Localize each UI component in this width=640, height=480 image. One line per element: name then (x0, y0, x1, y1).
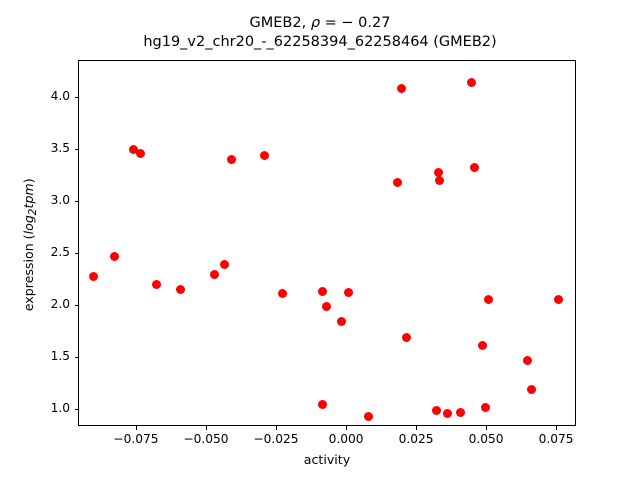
y-tick-label: 4.0 (50, 89, 70, 104)
scatter-point[interactable] (226, 155, 236, 165)
scatter-point[interactable] (219, 260, 229, 270)
y-tick-mark (74, 253, 78, 255)
x-tick-mark (346, 426, 348, 430)
scatter-point[interactable] (526, 385, 536, 395)
scatter-point[interactable] (553, 294, 563, 304)
scatter-point[interactable] (209, 269, 219, 279)
scatter-point[interactable] (129, 144, 139, 154)
x-tick-label: 0.075 (538, 432, 574, 446)
y-tick-mark (74, 305, 78, 307)
x-tick-mark (135, 426, 137, 430)
y-tick-mark (74, 149, 78, 151)
x-tick-mark (416, 426, 418, 430)
y-tick-label: 3.0 (50, 193, 70, 208)
y-tick-label: 3.5 (50, 141, 70, 156)
scatter-point[interactable] (317, 287, 327, 297)
scatter-point[interactable] (455, 407, 465, 417)
scatter-point[interactable] (363, 412, 373, 422)
scatter-point[interactable] (397, 83, 407, 93)
y-tick-label: 2.0 (50, 297, 70, 312)
scatter-point[interactable] (392, 178, 402, 188)
scatter-plot-area[interactable] (79, 61, 575, 425)
x-tick-label: 0.000 (328, 432, 364, 446)
scatter-point[interactable] (89, 271, 99, 281)
title-gene-prefix: GMEB2, (249, 15, 311, 31)
y-tick-label: 1.0 (50, 401, 70, 416)
x-tick-mark (556, 426, 558, 430)
y-tick-label: 2.5 (50, 245, 70, 260)
scatter-point[interactable] (434, 176, 444, 186)
y-tick-mark (74, 357, 78, 359)
chart-title-line-1: GMEB2, ρ = − 0.27 (0, 14, 640, 33)
y-axis-label-log: log (21, 215, 37, 235)
scatter-point[interactable] (432, 405, 442, 415)
scatter-point[interactable] (135, 149, 145, 159)
y-axis-label-suffix: ) (21, 178, 37, 184)
scatter-point[interactable] (343, 288, 353, 298)
x-tick-mark (486, 426, 488, 430)
y-axis-label-subscript: 2 (26, 208, 39, 216)
x-tick-label: 0.050 (468, 432, 504, 446)
x-axis-label: activity (303, 452, 351, 467)
scatter-point[interactable] (259, 151, 269, 161)
title-rho-value: = − 0.27 (320, 15, 391, 31)
scatter-point[interactable] (321, 301, 331, 311)
scatter-point[interactable] (433, 167, 443, 177)
x-tick-label: 0.025 (398, 432, 434, 446)
title-rho-symbol: ρ (310, 15, 321, 31)
scatter-point[interactable] (402, 333, 412, 343)
plot-axes-frame (78, 60, 576, 426)
scatter-point[interactable] (442, 408, 452, 418)
x-tick-label: −0.075 (113, 432, 159, 446)
y-tick-mark (74, 97, 78, 99)
x-tick-label: −0.025 (253, 432, 299, 446)
chart-title-line-2: hg19_v2_chr20_-_62258394_62258464 (GMEB2… (143, 34, 497, 50)
scatter-point[interactable] (481, 402, 491, 412)
y-tick-mark (74, 409, 78, 411)
chart-title: GMEB2, ρ = − 0.27 hg19_v2_chr20_-_622583… (0, 14, 640, 52)
scatter-point[interactable] (109, 251, 119, 261)
y-tick-label: 1.5 (50, 349, 70, 364)
y-tick-mark (74, 201, 78, 203)
scatter-point[interactable] (469, 162, 479, 172)
scatter-point[interactable] (152, 280, 162, 290)
scatter-point[interactable] (278, 289, 288, 299)
x-tick-mark (206, 426, 207, 430)
scatter-point[interactable] (477, 341, 487, 351)
scatter-point[interactable] (176, 285, 186, 295)
x-tick-label: −0.050 (183, 432, 229, 446)
scatter-point[interactable] (523, 355, 533, 365)
scatter-point[interactable] (483, 294, 493, 304)
scatter-point[interactable] (336, 317, 346, 327)
scatter-point[interactable] (466, 78, 476, 88)
scatter-point[interactable] (318, 399, 328, 409)
x-tick-mark (276, 426, 278, 430)
